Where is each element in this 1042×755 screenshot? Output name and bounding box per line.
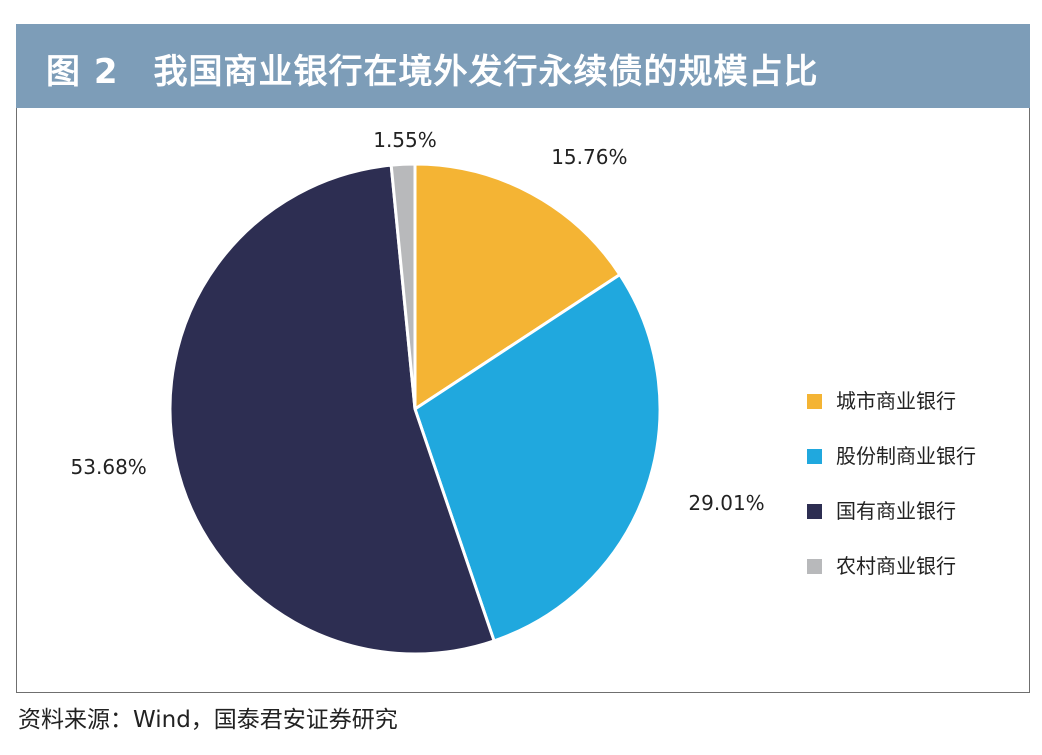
chart-title: 图 2 我国商业银行在境外发行永续债的规模占比 — [46, 52, 819, 92]
pie-value-label-3: 53.68% — [71, 455, 147, 479]
legend-label: 城市商业银行 — [836, 389, 956, 413]
legend-swatch — [807, 504, 822, 519]
pie-value-label-2: 29.01% — [688, 491, 764, 515]
pie-slice-1 — [413, 162, 622, 412]
legend-swatch — [807, 449, 822, 464]
pie-chart: 15.76% 29.01% 53.68% 1.55% — [71, 128, 765, 656]
pie-value-label-4: 1.55% — [373, 128, 437, 152]
legend-swatch — [807, 394, 822, 409]
source-note: 资料来源：Wind，国泰君安证券研究 — [18, 707, 398, 733]
pie-slice-4 — [389, 162, 417, 410]
pie-value-label-1: 15.76% — [551, 145, 627, 169]
legend-label: 国有商业银行 — [836, 499, 956, 523]
pie-slice-2 — [413, 272, 662, 643]
legend-label: 股份制商业银行 — [836, 444, 976, 468]
pie-slice-3 — [168, 163, 496, 656]
chart-frame: 15.76% 29.01% 53.68% 1.55% 城市商业银行 股份制商业银行 国有商… — [16, 108, 1030, 693]
legend-swatch — [807, 559, 822, 574]
legend-label: 农村商业银行 — [836, 554, 956, 578]
title-bar: 图 2 我国商业银行在境外发行永续债的规模占比 — [16, 24, 1030, 108]
